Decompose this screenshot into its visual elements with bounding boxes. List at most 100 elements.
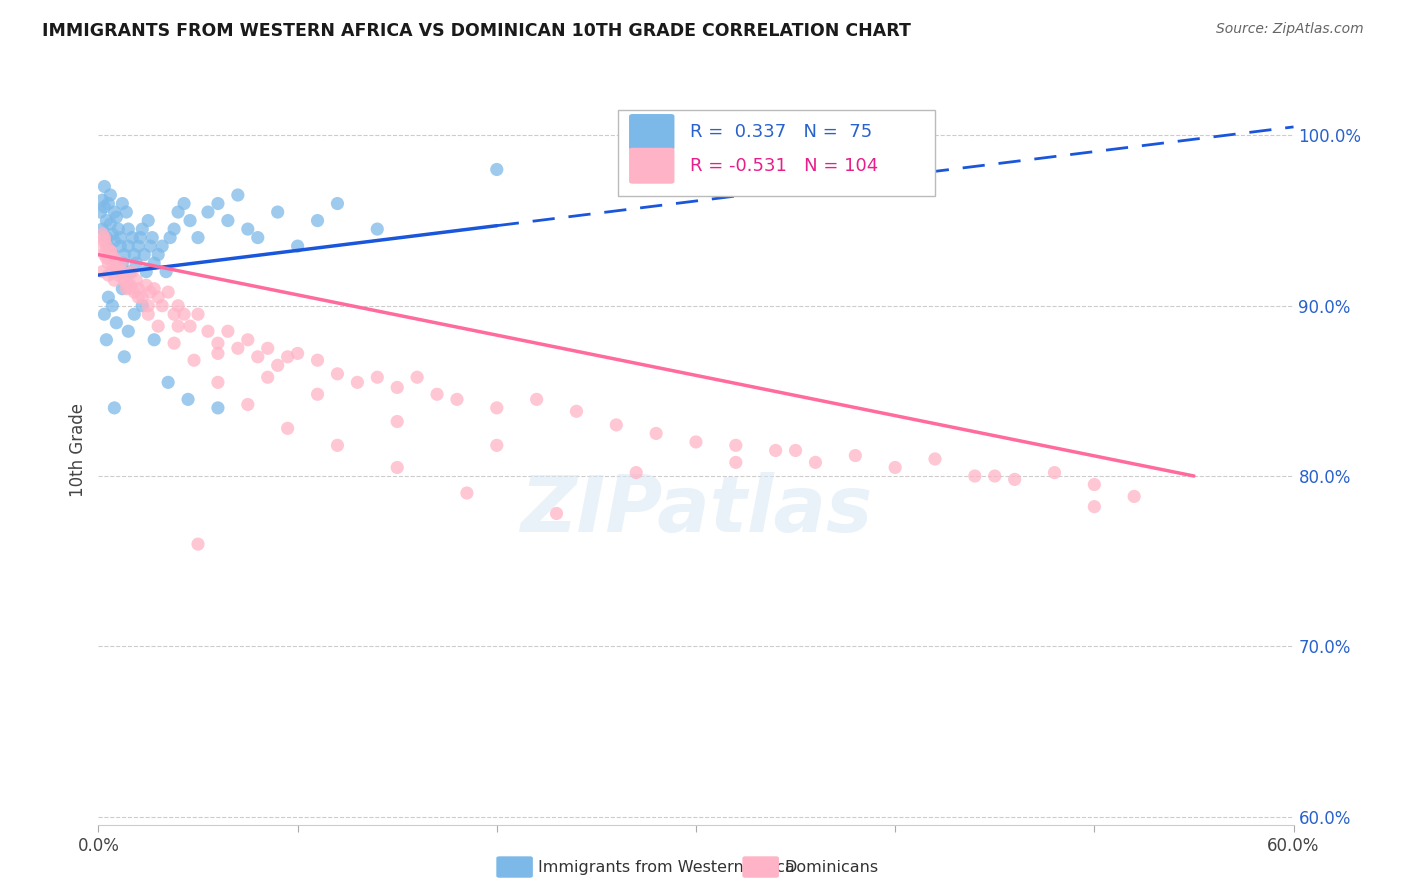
Point [89,239,111,253]
Point [105,261,128,276]
FancyBboxPatch shape [628,148,675,184]
Point [163,222,186,236]
Point [117,324,139,338]
Text: ZIPatlas: ZIPatlas [520,473,872,549]
Point [179,213,201,227]
Point [187,537,209,551]
Point [207,346,229,360]
Point [103,251,125,265]
Point [98,217,122,231]
Point [112,350,135,364]
Point [844,449,866,463]
Point [112,273,135,287]
Point [963,469,986,483]
Point [236,222,259,236]
Text: R = -0.531   N = 104: R = -0.531 N = 104 [690,157,879,175]
Point [127,282,149,296]
Point [326,367,349,381]
Point [120,282,142,296]
Point [96,213,118,227]
Point [167,299,190,313]
Point [124,307,146,321]
Point [287,239,309,253]
Point [107,268,129,282]
Point [93,200,115,214]
Point [173,307,195,321]
Point [207,336,229,351]
Point [277,350,299,364]
Point [546,507,568,521]
Point [197,205,219,219]
Point [207,401,229,415]
Point [346,376,368,390]
Point [120,278,142,293]
Point [217,213,239,227]
Point [112,247,135,261]
Point [207,196,229,211]
Point [121,265,143,279]
Point [101,247,124,261]
Point [101,265,124,279]
Point [159,230,181,244]
Point [117,278,139,293]
Point [91,227,114,242]
Point [207,376,229,390]
Point [167,205,190,219]
Point [326,438,349,452]
Point [426,387,449,401]
Point [98,244,122,259]
Point [173,196,195,211]
Point [96,239,118,253]
Point [197,324,219,338]
Point [97,268,120,282]
Point [101,227,124,242]
Point [115,205,138,219]
Point [117,268,139,282]
Point [236,333,259,347]
Point [103,273,125,287]
Point [217,324,239,338]
Point [187,230,209,244]
Point [155,265,177,279]
Point [136,307,159,321]
Point [1123,490,1146,504]
Point [307,353,329,368]
Point [485,438,508,452]
Point [167,319,190,334]
FancyBboxPatch shape [628,114,675,150]
Point [1043,466,1066,480]
Point [125,256,148,270]
Point [1083,500,1105,514]
Point [135,278,157,293]
Point [605,417,627,432]
Point [120,265,142,279]
Point [724,455,747,469]
FancyBboxPatch shape [619,110,935,195]
Point [626,466,648,480]
Point [267,359,290,373]
Point [131,222,153,236]
Point [103,401,125,415]
Point [117,222,139,236]
Point [148,319,170,334]
Point [97,239,120,253]
Point [385,415,409,429]
Point [96,251,118,265]
Point [645,426,668,441]
Point [256,370,278,384]
Point [110,230,132,244]
Text: R =  0.337   N =  75: R = 0.337 N = 75 [690,123,872,141]
Point [143,333,166,347]
Point [107,265,129,279]
Point [105,316,128,330]
Point [226,341,249,355]
Point [105,256,128,270]
Point [101,299,124,313]
Point [91,265,114,279]
Point [187,307,209,321]
Point [139,285,162,299]
Point [924,452,946,467]
Point [96,333,118,347]
Point [127,290,149,304]
Point [287,346,309,360]
